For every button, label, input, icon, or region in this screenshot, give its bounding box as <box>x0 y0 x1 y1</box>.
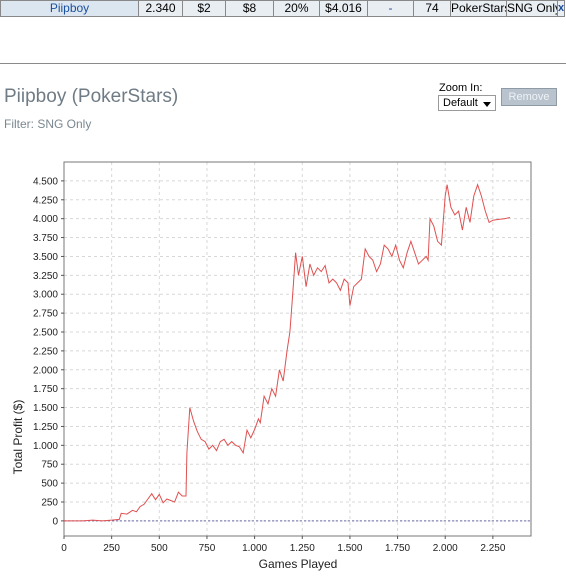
y-tick-label: 2.750 <box>33 309 58 320</box>
y-tick-label: 1.250 <box>33 422 58 433</box>
y-axis: 0 250 500 750 1.000 1.250 1.500 1.750 2.000 2.250… <box>33 176 64 527</box>
y-tick-label: 3.250 <box>33 271 58 282</box>
summary-player-name[interactable]: Piipboy <box>0 1 139 16</box>
x-tick-label: 500 <box>151 543 168 554</box>
filter-label: Filter: SNG Only <box>4 117 92 131</box>
y-tick-label: 750 <box>41 460 58 471</box>
y-tick-label: 3.750 <box>33 233 58 244</box>
x-tick-label: 2.250 <box>480 543 505 554</box>
grid-layer <box>63 162 531 536</box>
y-tick-label: 1.500 <box>33 403 58 414</box>
summary-avg-stake: $2 <box>183 1 226 16</box>
summary-count: 74 <box>414 1 451 16</box>
x-tick-label: 0 <box>61 543 67 554</box>
zoom-select[interactable]: Default <box>438 95 496 111</box>
y-tick-label: 250 <box>41 498 58 509</box>
summary-filter: SNG Only <box>507 1 558 16</box>
y-tick-label: 3.000 <box>33 290 58 301</box>
summary-games: 2.340 <box>139 1 183 16</box>
chevron-down-icon <box>483 102 491 107</box>
y-tick-label: 2.500 <box>33 328 58 339</box>
y-tick-label: 4.500 <box>33 176 58 187</box>
series-line-total-profit <box>64 183 511 522</box>
summary-dash: - <box>368 1 414 16</box>
x-tick-label: 1.500 <box>337 543 362 554</box>
x-tick-label: 1.250 <box>290 543 315 554</box>
y-axis-title: Total Profit ($) <box>11 400 25 475</box>
y-tick-label: 4.000 <box>33 214 58 225</box>
y-tick-label: 3.500 <box>33 252 58 263</box>
y-tick-label: 2.000 <box>33 365 58 376</box>
summary-total-profit: $4.016 <box>320 1 368 16</box>
plot-frame <box>63 161 532 537</box>
profit-chart: 0 250 500 750 1.000 1.250 1.500 1.750 2.000 2.250… <box>11 161 532 571</box>
x-tick-label: 1.750 <box>385 543 410 554</box>
y-tick-label: 1.000 <box>33 441 58 452</box>
remove-button[interactable]: Remove <box>501 88 557 106</box>
y-tick-label: 4.250 <box>33 195 58 206</box>
summary-avg-profit: $8 <box>226 1 274 16</box>
summary-remove-icon[interactable]: x <box>558 1 565 16</box>
y-tick-label: 0 <box>52 516 58 527</box>
x-axis: 0 250 500 750 1.000 1.250 1.500 1.750 2.000 2.250 <box>61 536 506 554</box>
section-divider <box>0 63 566 64</box>
summary-row: Piipboy 2.340 $2 $8 20% $4.016 - 74 Poke… <box>0 0 565 17</box>
x-tick-label: 2.000 <box>433 543 458 554</box>
x-tick-label: 1.000 <box>242 543 267 554</box>
page-title: Piipboy (PokerStars) <box>4 86 179 107</box>
y-tick-label: 2.250 <box>33 346 58 357</box>
summary-roi: 20% <box>274 1 320 16</box>
summary-site: PokerStars <box>451 1 507 16</box>
y-tick-label: 1.750 <box>33 384 58 395</box>
zoom-selected-value: Default <box>443 97 478 109</box>
zoom-label: Zoom In: <box>439 82 483 94</box>
x-tick-label: 750 <box>199 543 216 554</box>
x-axis-title: Games Played <box>259 557 338 571</box>
x-tick-label: 250 <box>103 543 120 554</box>
y-tick-label: 500 <box>41 479 58 490</box>
